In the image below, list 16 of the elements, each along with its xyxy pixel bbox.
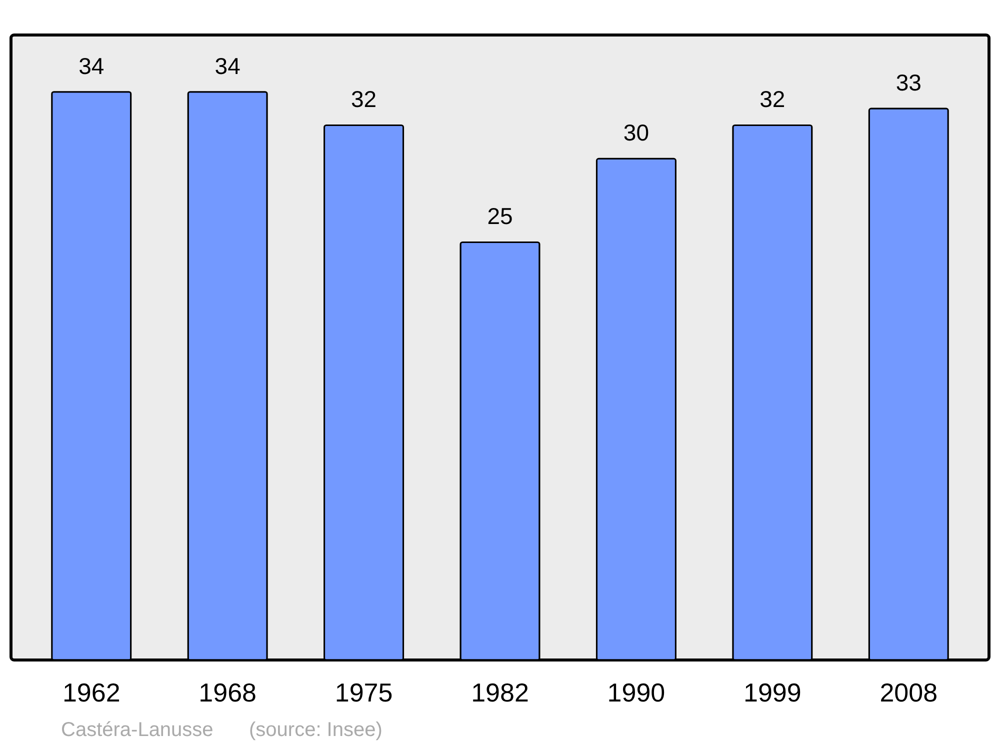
text: Castéra-Lanusse	[61, 719, 214, 741]
text: (source: Insee)	[249, 719, 382, 741]
data-label: 25	[487, 203, 513, 230]
data-label: 32	[760, 86, 786, 112]
data-label: 30	[623, 120, 650, 146]
x-tick-label: 1968	[198, 678, 256, 708]
data-label: 33	[896, 70, 922, 96]
x-tick-label: 1999	[744, 678, 802, 708]
data-label: 32	[350, 86, 377, 112]
x-tick-label: 1962	[62, 678, 120, 708]
x-tick-label: 1982	[471, 678, 529, 708]
x-tick-label: 1975	[334, 678, 393, 708]
x-tick-label: 1990	[607, 678, 666, 708]
x-tick-label: 2008	[880, 678, 938, 708]
data-label: 34	[214, 52, 241, 79]
data-label: 34	[78, 52, 104, 79]
